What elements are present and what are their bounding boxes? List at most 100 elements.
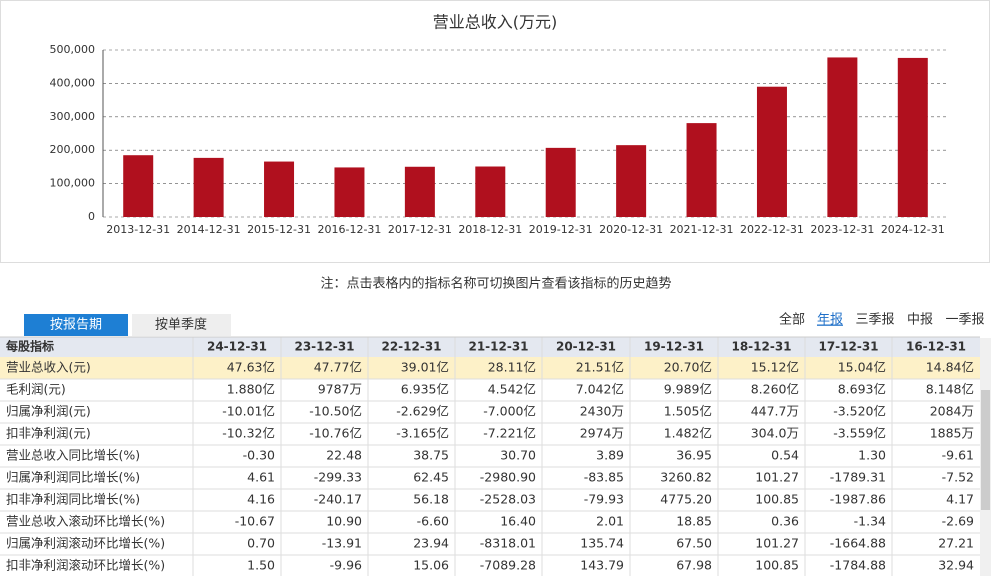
- table-cell: 22.48: [326, 448, 362, 463]
- chart-title: 营业总收入(万元): [433, 13, 558, 32]
- table-cell: 1.880亿: [227, 382, 275, 397]
- table-cell: -2980.90: [480, 470, 536, 485]
- table-cell: 101.27: [755, 536, 799, 551]
- x-tick-label: 2015-12-31: [247, 223, 311, 236]
- filter-link[interactable]: 全部: [779, 312, 805, 328]
- table-header: 20-12-31: [556, 340, 616, 354]
- tab-active[interactable]: [24, 314, 128, 336]
- table-cell: -10.50亿: [309, 404, 362, 419]
- table-cell: -10.67: [235, 514, 275, 529]
- table-cell: -9.61: [942, 448, 974, 463]
- table-cell: 14.84亿: [926, 360, 974, 375]
- table-cell: 28.11亿: [488, 360, 536, 375]
- table-cell: 23.94: [413, 536, 449, 551]
- table-header: 21-12-31: [468, 340, 528, 354]
- bar: [756, 86, 787, 217]
- table-cell: 15.06: [413, 558, 449, 573]
- table-header: 每股指标: [6, 339, 54, 354]
- table-cell: 30.70: [500, 448, 536, 463]
- table-cell: -240.17: [314, 492, 362, 507]
- table-cell: 1.482亿: [664, 426, 712, 441]
- table-cell: 67.98: [676, 558, 712, 573]
- table-cell: 15.04亿: [838, 360, 886, 375]
- y-tick-label: 500,000: [50, 43, 96, 56]
- table-cell: 6.935亿: [401, 382, 449, 397]
- table-cell: 10.90: [326, 514, 362, 529]
- table-cell: -1664.88: [830, 536, 886, 551]
- scroll-thumb[interactable]: [981, 390, 990, 510]
- table-cell: 7.042亿: [576, 382, 624, 397]
- y-tick-label: 0: [88, 210, 95, 223]
- bar: [616, 145, 647, 217]
- table-cell: -79.93: [584, 492, 624, 507]
- row-label[interactable]: 营业总收入(元): [6, 360, 91, 375]
- table-cell: 4775.20: [660, 492, 712, 507]
- table-cell: 32.94: [938, 558, 974, 573]
- table-cell: -3.165亿: [396, 426, 449, 441]
- table-cell: 0.70: [247, 536, 275, 551]
- table-cell: -10.32亿: [222, 426, 275, 441]
- bar: [475, 166, 506, 217]
- table-cell: -10.76亿: [309, 426, 362, 441]
- x-tick-label: 2013-12-31: [106, 223, 170, 236]
- table-cell: -8318.01: [480, 536, 536, 551]
- bar: [404, 166, 435, 217]
- table-header: 24-12-31: [207, 340, 267, 354]
- table-cell: 21.51亿: [576, 360, 624, 375]
- filter-link[interactable]: 中报: [907, 313, 933, 328]
- row-label[interactable]: 扣非净利润(元): [6, 426, 91, 441]
- table-cell: -299.33: [314, 470, 362, 485]
- table-cell: 3260.82: [660, 470, 712, 485]
- table-cell: 4.17: [946, 492, 974, 507]
- table-header: 17-12-31: [818, 340, 878, 354]
- table-cell: 1.505亿: [664, 404, 712, 419]
- table-cell: 0.54: [771, 448, 799, 463]
- table-cell: 100.85: [755, 492, 799, 507]
- row-label[interactable]: 扣非净利润滚动环比增长(%): [6, 558, 165, 573]
- table-header: 18-12-31: [731, 340, 791, 354]
- row-label[interactable]: 营业总收入同比增长(%): [6, 448, 140, 463]
- table-header: 19-12-31: [644, 340, 704, 354]
- table-header: 23-12-31: [294, 340, 354, 354]
- x-tick-label: 2018-12-31: [458, 223, 522, 236]
- table-cell: 1.30: [858, 448, 886, 463]
- table-cell: 67.50: [676, 536, 712, 551]
- table-cell: -7.52: [942, 470, 974, 485]
- table-cell: -7.000亿: [483, 404, 536, 419]
- table-cell: 2.01: [596, 514, 624, 529]
- row-label[interactable]: 归属净利润滚动环比增长(%): [6, 536, 165, 551]
- row-label[interactable]: 归属净利润同比增长(%): [6, 470, 140, 485]
- table-cell: 4.542亿: [488, 382, 536, 397]
- row-label[interactable]: 归属净利润(元): [6, 404, 91, 419]
- table-cell: -1987.86: [830, 492, 886, 507]
- table-cell: -1789.31: [830, 470, 886, 485]
- tab[interactable]: 按单季度: [155, 317, 207, 333]
- row-label[interactable]: 扣非净利润同比增长(%): [6, 492, 140, 507]
- table-cell: 2084万: [930, 404, 974, 419]
- y-tick-label: 100,000: [50, 177, 96, 190]
- tab[interactable]: 按报告期: [50, 318, 102, 333]
- table-cell: 9787万: [318, 382, 362, 397]
- row-label[interactable]: 营业总收入滚动环比增长(%): [6, 514, 165, 529]
- table-cell: 447.7万: [751, 404, 799, 419]
- filter-link[interactable]: 一季报: [945, 313, 984, 328]
- table-cell: 36.95: [676, 448, 712, 463]
- table-cell: -2528.03: [480, 492, 536, 507]
- filter-link[interactable]: 三季报: [855, 313, 894, 328]
- table-header-bg: [0, 337, 980, 357]
- filter-link[interactable]: 年报: [817, 313, 843, 328]
- table-cell: -7089.28: [480, 558, 536, 573]
- table-cell: 8.260亿: [751, 382, 799, 397]
- row-highlight: [0, 357, 980, 379]
- bar: [827, 57, 858, 218]
- table-cell: 9.989亿: [664, 382, 712, 397]
- tab-inactive[interactable]: [132, 314, 231, 336]
- y-tick-label: 400,000: [50, 76, 96, 89]
- table-cell: 3.89: [596, 448, 624, 463]
- y-tick-label: 200,000: [50, 143, 96, 156]
- bar: [897, 57, 928, 217]
- table-cell: -13.91: [322, 536, 362, 551]
- row-label[interactable]: 毛利润(元): [6, 382, 66, 397]
- table-cell: 304.0万: [751, 426, 799, 441]
- note: 注：点击表格内的指标名称可切换图片查看该指标的历史趋势: [320, 276, 671, 292]
